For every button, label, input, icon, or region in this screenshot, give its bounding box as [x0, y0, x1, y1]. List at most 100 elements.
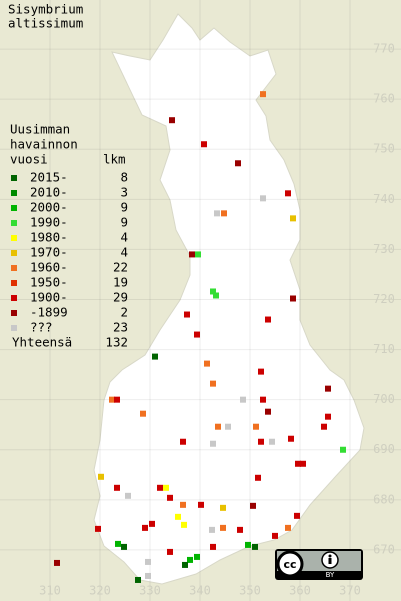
- y-tick-label: 700: [373, 392, 395, 406]
- observation-cell: [210, 288, 216, 295]
- observation-cell: [198, 501, 204, 508]
- y-tick-label: 760: [373, 92, 395, 106]
- observation-cell: [204, 360, 210, 367]
- observation-cell: [290, 295, 296, 302]
- legend-label: 2000-: [30, 200, 68, 215]
- observation-cell: [260, 195, 266, 202]
- x-tick-label: 320: [89, 584, 111, 598]
- y-tick-label: 710: [373, 342, 395, 356]
- y-tick-label: 730: [373, 242, 395, 256]
- observation-cell: [114, 396, 120, 403]
- observation-cell: [125, 492, 131, 499]
- legend-label: 2015-: [30, 170, 68, 185]
- observation-cell: [121, 543, 127, 550]
- observation-cell: [235, 160, 241, 167]
- x-tick-label: 350: [239, 584, 261, 598]
- observation-cell: [237, 526, 243, 533]
- legend-count: 9: [120, 200, 128, 215]
- x-tick-label: 330: [139, 584, 161, 598]
- observation-cell: [180, 501, 186, 508]
- legend-title: vuosi: [10, 152, 48, 167]
- observation-cell: [114, 484, 120, 491]
- observation-cell: [260, 396, 266, 403]
- observation-cell: [288, 435, 294, 442]
- legend-swatch: [11, 220, 17, 226]
- by-icon-head: [328, 554, 332, 558]
- legend-swatch: [11, 295, 17, 301]
- legend-label: 2010-: [30, 185, 68, 200]
- observation-cell: [167, 548, 173, 555]
- legend-count: 23: [113, 320, 128, 335]
- x-tick-label: 370: [339, 584, 361, 598]
- observation-cell: [181, 521, 187, 528]
- observation-cell: [265, 408, 271, 415]
- observation-cell: [220, 504, 226, 511]
- observation-cell: [194, 331, 200, 338]
- observation-cell: [265, 316, 271, 323]
- observation-cell: [250, 502, 256, 509]
- legend-swatch: [11, 250, 17, 256]
- legend-label: ???: [30, 320, 53, 335]
- observation-cell: [189, 251, 195, 258]
- y-tick-label: 740: [373, 192, 395, 206]
- observation-cell: [142, 524, 148, 531]
- legend-label: 1970-: [30, 245, 68, 260]
- observation-cell: [225, 423, 231, 430]
- cc-circle: [276, 550, 304, 578]
- observation-cell: [285, 524, 291, 531]
- observation-cell: [167, 494, 173, 501]
- legend-count: 19: [113, 275, 128, 290]
- license-badge: cc BY: [275, 549, 363, 580]
- observation-cell: [325, 385, 331, 392]
- legend-label: 1950-: [30, 275, 68, 290]
- cc-text: cc: [283, 558, 296, 571]
- observation-cell: [258, 438, 264, 445]
- observation-cell: [340, 446, 346, 453]
- observation-cell: [169, 117, 175, 124]
- legend-count: 4: [120, 230, 128, 245]
- legend-count: 8: [120, 170, 128, 185]
- legend: 2015- 8 2010- 3 2000- 9 1990- 9 1980- 4 1970- 4 1960…: [11, 170, 128, 335]
- legend-count: 9: [120, 215, 128, 230]
- legend-swatch: [11, 280, 17, 286]
- observation-cell: [149, 520, 155, 527]
- x-tick-label: 310: [39, 584, 61, 598]
- title-line: Sisymbrium: [8, 2, 83, 17]
- y-tick-label: 720: [373, 292, 395, 306]
- observation-cell: [135, 576, 141, 583]
- observation-cell: [145, 572, 151, 579]
- observation-cell: [213, 292, 219, 299]
- observation-cell: [221, 210, 227, 217]
- legend-label: -1899: [30, 305, 68, 320]
- legend-total-label: Yhteensä: [12, 335, 72, 350]
- observation-cell: [201, 141, 207, 148]
- legend-total: 132: [105, 335, 128, 350]
- observation-cell: [175, 513, 181, 520]
- legend-count-header: lkm: [103, 152, 126, 167]
- legend-label: 1980-: [30, 230, 68, 245]
- y-tick-label: 680: [373, 492, 395, 506]
- y-tick-label: 670: [373, 542, 395, 556]
- observation-cell: [258, 368, 264, 375]
- observation-cell: [253, 423, 259, 430]
- legend-label: 1990-: [30, 215, 68, 230]
- by-text: BY: [326, 571, 335, 579]
- legend-count: 2: [120, 305, 128, 320]
- legend-title: havainnon: [10, 137, 78, 152]
- observation-cell: [210, 440, 216, 447]
- legend-swatch: [11, 325, 17, 331]
- observation-cell: [210, 543, 216, 550]
- observation-cell: [321, 423, 327, 430]
- observation-cell: [272, 532, 278, 539]
- observation-cell: [163, 484, 169, 491]
- observation-cell: [300, 460, 306, 467]
- observation-cell: [215, 423, 221, 430]
- observation-cell: [115, 540, 121, 547]
- legend-count: 29: [113, 290, 128, 305]
- legend-swatch: [11, 175, 17, 181]
- observation-cell: [182, 561, 188, 568]
- observation-cell: [240, 396, 246, 403]
- observation-cell: [180, 438, 186, 445]
